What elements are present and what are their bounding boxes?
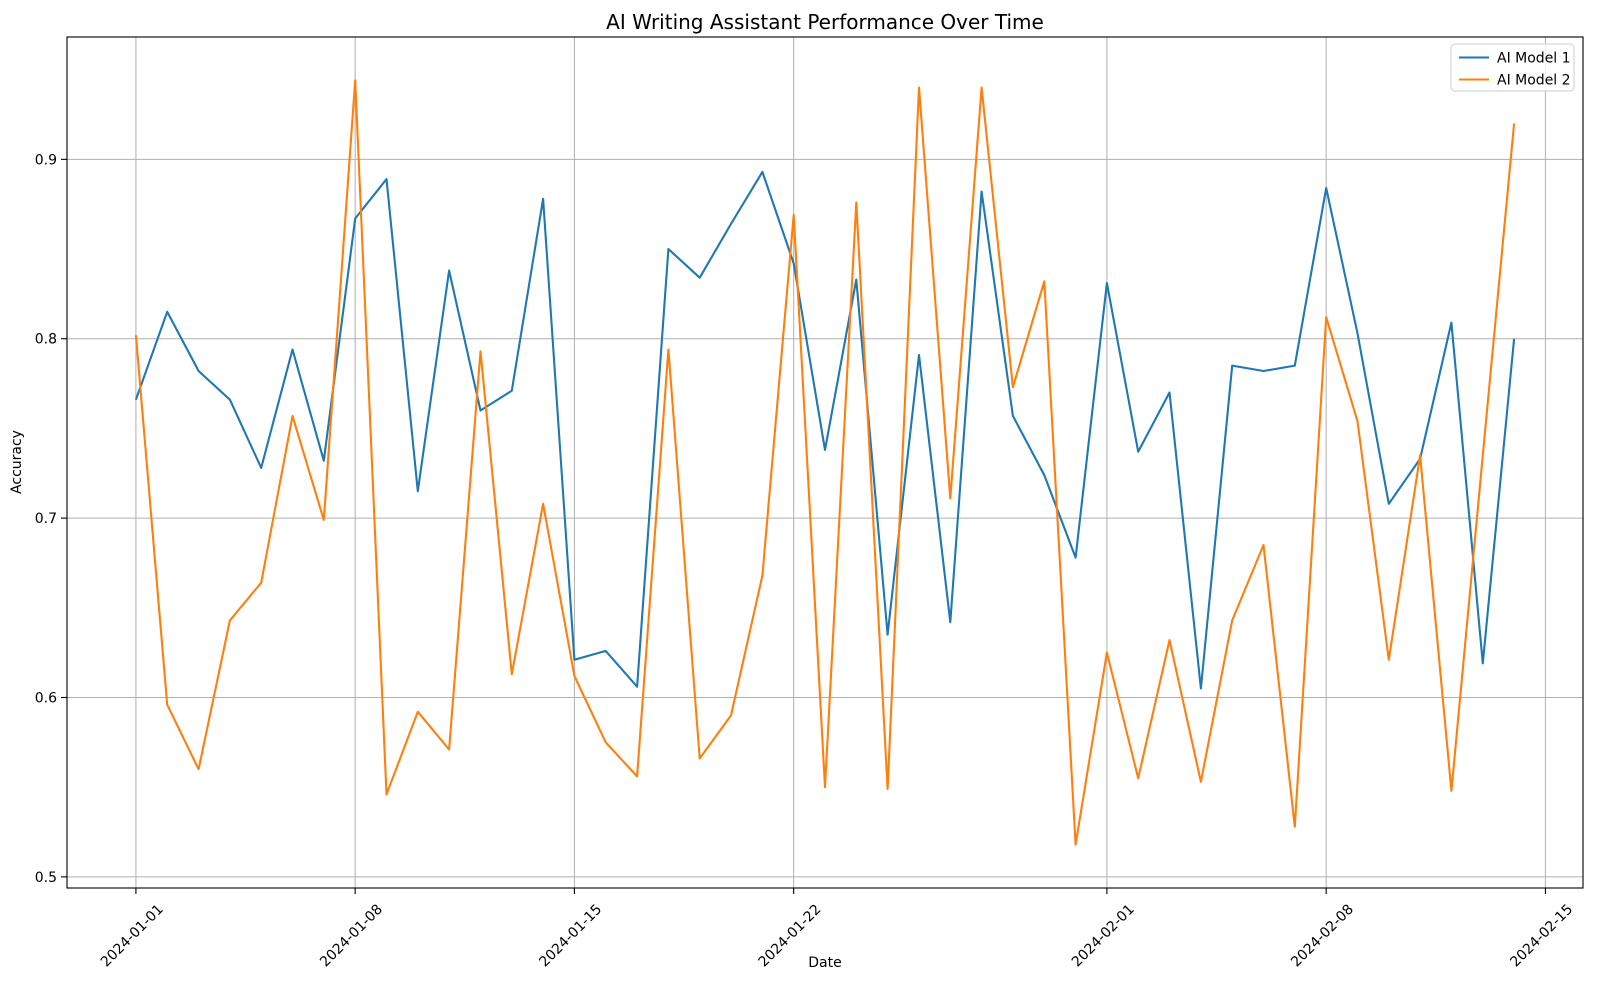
y-tick-label: 0.8 <box>35 332 57 348</box>
y-tick-label: 0.9 <box>35 152 57 168</box>
x-tick-label: 2024-01-08 <box>317 902 386 971</box>
x-tick-label: 2024-01-15 <box>536 902 605 971</box>
x-tick-label: 2024-02-08 <box>1288 902 1357 971</box>
x-tick-label: 2024-01-01 <box>98 902 167 971</box>
gridlines <box>67 37 1583 888</box>
y-axis: 0.5 0.6 0.7 0.8 0.9 <box>35 152 67 886</box>
x-tick-label: 2024-02-01 <box>1069 902 1138 971</box>
y-tick-label: 0.7 <box>35 511 57 527</box>
plot-series <box>134 79 1516 846</box>
y-axis-label: Accuracy <box>9 430 25 494</box>
legend-label-ai-model-1: AI Model 1 <box>1497 51 1571 67</box>
x-axis-label: Date <box>808 955 841 971</box>
series-line-ai-model-2 <box>134 79 1516 846</box>
plot-border <box>66 36 1584 889</box>
legend: AI Model 1 AI Model 2 <box>1450 43 1575 92</box>
y-tick-label: 0.5 <box>35 870 57 886</box>
legend-label-ai-model-2: AI Model 2 <box>1497 73 1571 89</box>
series-line-ai-model-1 <box>134 170 1516 690</box>
x-tick-label: 2024-02-15 <box>1507 902 1576 971</box>
chart-title: AI Writing Assistant Performance Over Ti… <box>606 10 1044 34</box>
y-tick-label: 0.6 <box>35 690 57 706</box>
